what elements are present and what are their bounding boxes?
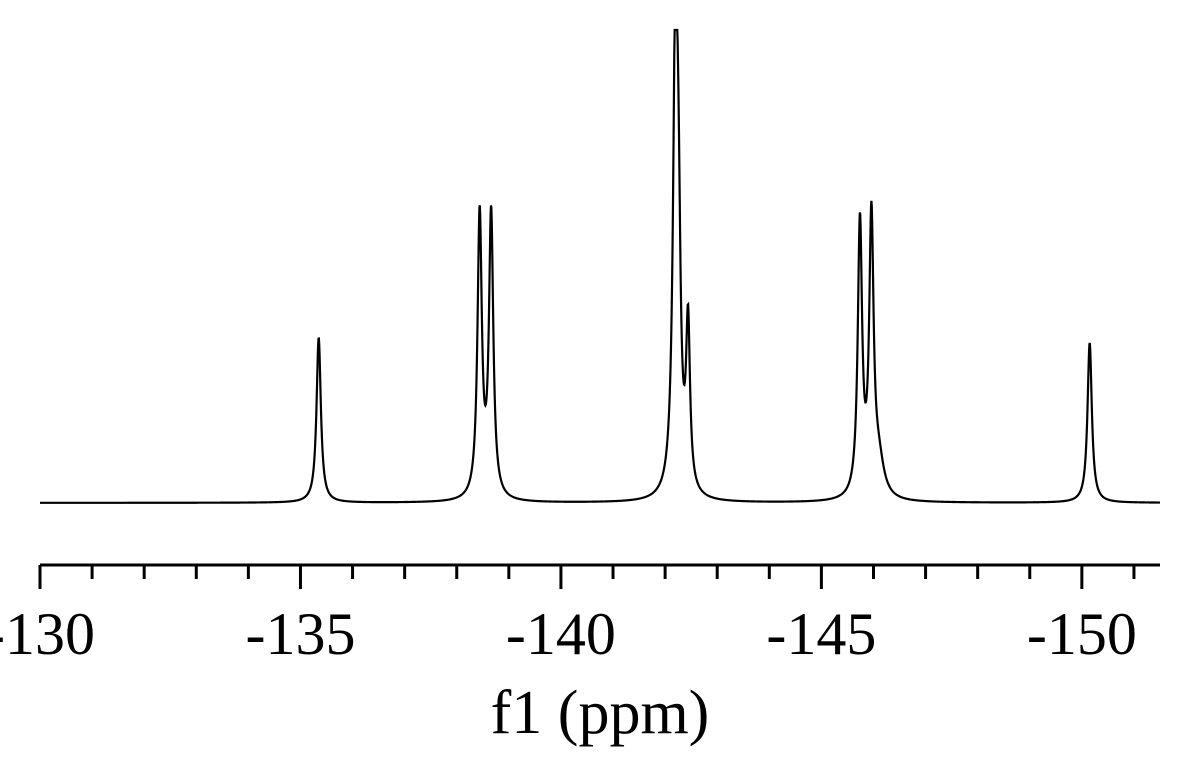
x-tick-label: -150 — [1027, 600, 1137, 669]
nmr-spectrum-chart: -130 -135 -140 -145 -150 f1 (ppm) — [0, 0, 1198, 767]
x-axis-title: f1 (ppm) — [491, 678, 710, 749]
x-tick-label: -145 — [766, 600, 876, 669]
x-tick-label: -130 — [0, 600, 95, 669]
x-tick-label: -140 — [506, 600, 616, 669]
x-tick-label: -135 — [245, 600, 355, 669]
spectrum-trace — [40, 30, 1160, 503]
